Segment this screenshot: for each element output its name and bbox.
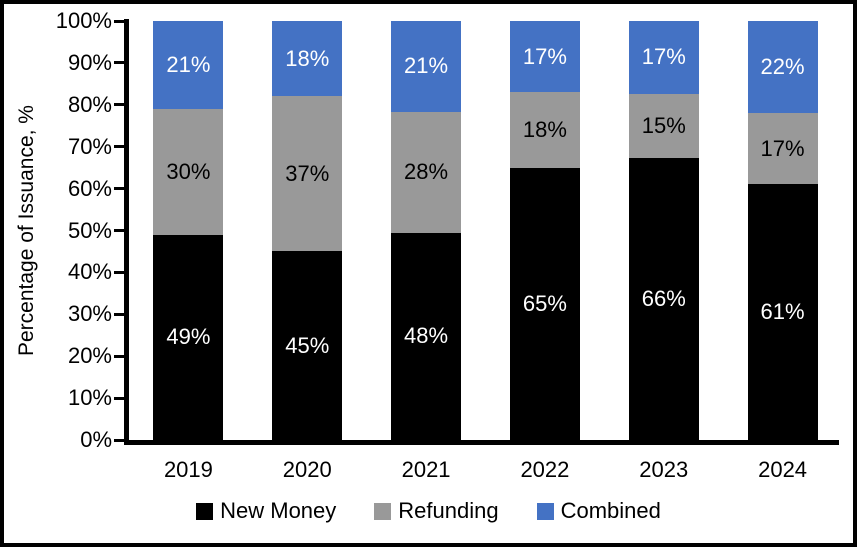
bar-segment-2022-refunding: 18% (509, 92, 580, 168)
bar-segment-2019-refunding: 30% (153, 109, 224, 235)
bar-segment-2020-refunding: 37% (272, 96, 343, 252)
y-tick-label: 40% (67, 259, 112, 285)
bar-segment-2021-refunding: 28% (391, 111, 462, 233)
bar-data-label: 17% (641, 44, 686, 70)
y-tick-label: 60% (67, 175, 112, 201)
bar-data-label: 22% (760, 54, 805, 80)
legend-label: Combined (560, 498, 661, 523)
y-axis-line (124, 19, 129, 445)
y-tick-label: 90% (67, 49, 112, 75)
y-tick-mark (114, 312, 124, 316)
x-axis-line (124, 440, 839, 445)
legend-item-refunding: Refunding (374, 498, 499, 524)
y-tick-mark (114, 19, 124, 23)
bar-data-label: 18% (522, 116, 567, 142)
bar-data-label: 21% (404, 53, 449, 79)
bar-data-label: 15% (641, 112, 686, 138)
bar-segment-2019-new-money: 49% (153, 234, 224, 440)
bar-data-label: 17% (522, 43, 567, 69)
bar-data-label: 18% (285, 45, 330, 71)
y-tick-mark (114, 396, 124, 400)
x-category-label-2022: 2022 (520, 457, 570, 482)
legend-swatch-icon (196, 502, 214, 520)
bar-2020: 45% 37% 18% (272, 21, 343, 440)
x-category-label-2024: 2024 (758, 457, 808, 482)
bar-data-label: 45% (285, 332, 330, 358)
bar-segment-2024-refunding: 17% (747, 113, 818, 185)
y-tick-label: 20% (67, 343, 112, 369)
bar-data-label: 61% (760, 299, 805, 325)
bar-segment-2024-combined: 22% (747, 21, 818, 114)
legend-swatch-icon (536, 502, 554, 520)
bar-data-label: 17% (760, 135, 805, 161)
x-category-label-2023: 2023 (639, 457, 689, 482)
bar-2021: 48% 28% 21% (391, 21, 462, 440)
bar-data-label: 37% (285, 160, 330, 186)
y-tick-label: 0% (80, 427, 112, 452)
bar-data-label: 48% (404, 323, 449, 349)
y-tick-mark (114, 187, 124, 191)
bar-data-label: 28% (404, 159, 449, 185)
bar-segment-2024-new-money: 61% (747, 184, 818, 440)
legend: New Money Refunding Combined (4, 498, 853, 524)
bar-segment-2020-combined: 18% (272, 21, 343, 97)
bar-data-label: 49% (166, 324, 211, 350)
x-category-label-2021: 2021 (401, 457, 451, 482)
bar-segment-2021-new-money: 48% (391, 232, 462, 440)
y-tick-label: 100% (55, 8, 112, 33)
legend-label: Refunding (398, 498, 499, 523)
bar-segment-2023-combined: 17% (628, 21, 699, 94)
bar-2023: 66% 15% 17% (628, 21, 699, 440)
legend-swatch-icon (374, 502, 392, 520)
bar-segment-2022-new-money: 65% (509, 167, 580, 440)
bar-2022: 65% 18% 17% (509, 21, 580, 440)
bar-2024: 61% 17% 22% (747, 21, 818, 440)
bar-segment-2021-combined: 21% (391, 21, 462, 112)
legend-item-combined: Combined (536, 498, 661, 524)
bar-segment-2020-new-money: 45% (272, 251, 343, 440)
x-category-label-2019: 2019 (163, 457, 213, 482)
bar-segment-2023-refunding: 15% (628, 93, 699, 158)
y-tick-mark (114, 354, 124, 358)
y-tick-label: 50% (67, 217, 112, 243)
y-tick-mark (114, 145, 124, 149)
y-tick-mark (114, 103, 124, 107)
y-tick-mark (114, 438, 124, 442)
legend-item-new-money: New Money (196, 498, 336, 524)
y-tick-label: 10% (67, 385, 112, 411)
bar-segment-2019-combined: 21% (153, 21, 224, 110)
bar-data-label: 65% (522, 290, 567, 316)
y-tick-mark (114, 229, 124, 232)
bar-data-label: 30% (166, 158, 211, 184)
y-tick-label: 30% (67, 301, 112, 327)
bar-data-label: 21% (166, 52, 211, 78)
bar-data-label: 66% (641, 285, 686, 311)
x-category-label-2020: 2020 (282, 457, 332, 482)
y-tick-label: 80% (67, 91, 112, 117)
legend-label: New Money (220, 498, 337, 523)
bar-segment-2022-combined: 17% (509, 21, 580, 93)
bar-segment-2023-new-money: 66% (628, 157, 699, 440)
y-tick-label: 70% (67, 133, 112, 159)
bar-2019: 49% 30% 21% (153, 21, 224, 440)
y-tick-mark (114, 270, 124, 274)
y-tick-mark (114, 61, 124, 65)
